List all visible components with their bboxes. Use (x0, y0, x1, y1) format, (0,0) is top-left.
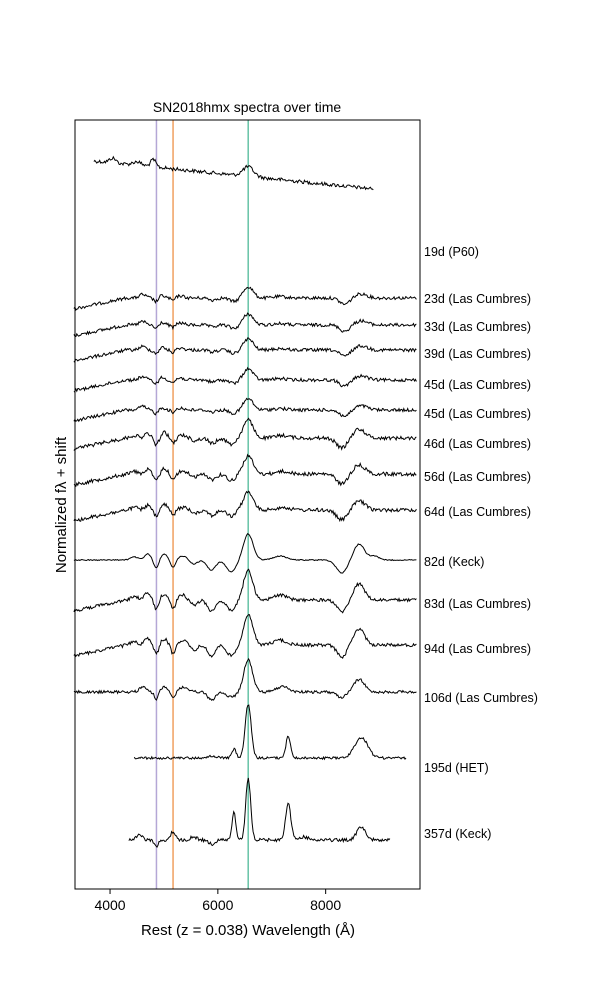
spectrum-line (73, 533, 417, 574)
x-tick-label: 6000 (202, 897, 233, 913)
series-label: 45d (Las Cumbres) (424, 407, 531, 421)
spectrum-line (73, 286, 417, 311)
series-label: 19d (P60) (424, 245, 479, 259)
series-labels: 19d (P60) 23d (Las Cumbres) 33d (Las Cumbr… (424, 245, 538, 841)
series-label: 94d (Las Cumbres) (424, 642, 531, 656)
spectrum-line (133, 704, 407, 761)
series-label: 195d (HET) (424, 761, 489, 775)
series-label: 64d (Las Cumbres) (424, 505, 531, 519)
series-label: 23d (Las Cumbres) (424, 292, 531, 306)
spectrum-line (73, 366, 417, 393)
series-label: 82d (Keck) (424, 555, 484, 569)
series-label: 106d (Las Cumbres) (424, 691, 538, 705)
spectra-series (73, 155, 417, 848)
x-axis-label: Rest (z = 0.038) Wavelength (Å) (141, 922, 355, 939)
spectrum-line (73, 417, 417, 451)
chart-title: SN2018hmx spectra over time (153, 99, 342, 115)
spectrum-line (73, 453, 417, 488)
spectrum-line (73, 312, 417, 338)
spectrum-line (73, 614, 417, 659)
x-tick-label: 8000 (310, 897, 341, 913)
spectrum-line (128, 777, 391, 848)
series-label: 39d (Las Cumbres) (424, 347, 531, 361)
x-tick-label: 4000 (94, 897, 125, 913)
series-label: 357d (Keck) (424, 827, 491, 841)
spectrum-line (93, 155, 374, 191)
spectrum-line (73, 490, 417, 523)
series-label: 33d (Las Cumbres) (424, 320, 531, 334)
series-label: 45d (Las Cumbres) (424, 378, 531, 392)
spectrum-line (73, 397, 417, 423)
series-label: 83d (Las Cumbres) (424, 597, 531, 611)
series-label: 56d (Las Cumbres) (424, 470, 531, 484)
plot-frame (74, 119, 421, 890)
spectrum-line (73, 568, 417, 614)
x-axis-ticks: 4000 6000 8000 (94, 889, 341, 913)
series-label: 46d (Las Cumbres) (424, 437, 531, 451)
spectrum-line (73, 337, 417, 363)
spectrum-line (73, 657, 417, 702)
reference-lines (155, 120, 249, 889)
y-axis-label: Normalized fλ + shift (53, 436, 70, 573)
